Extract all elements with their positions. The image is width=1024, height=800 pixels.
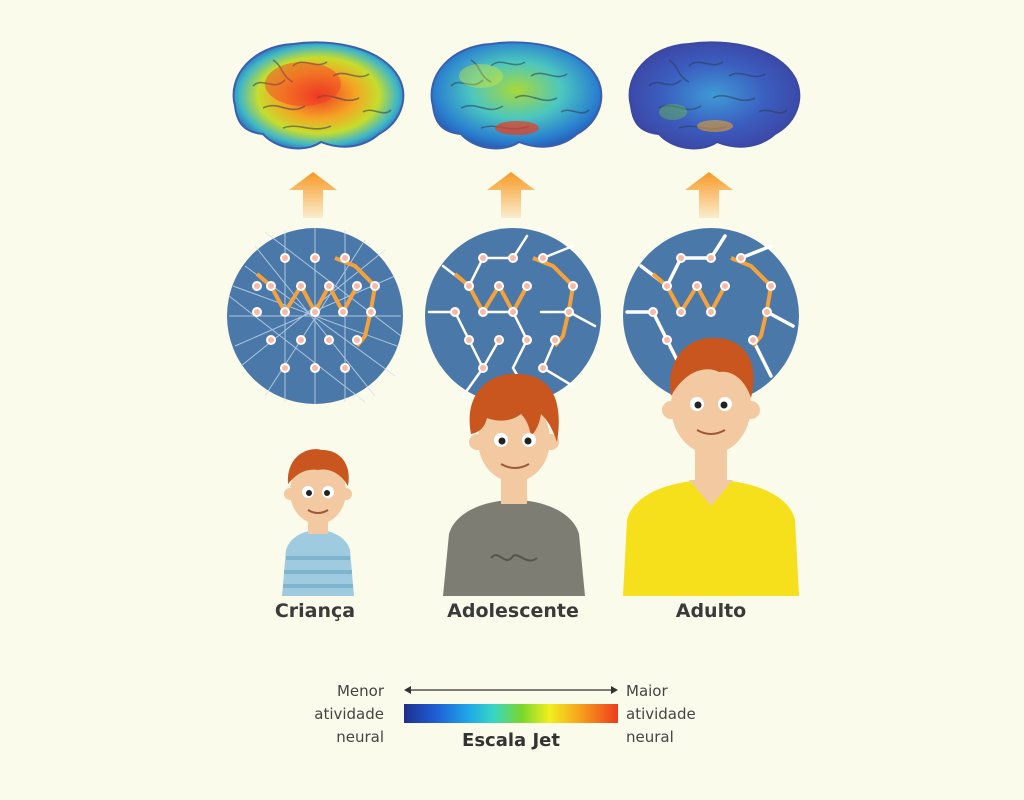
teen-figure bbox=[443, 373, 585, 596]
up-arrow-icon bbox=[487, 172, 535, 218]
stage-column-crianca: Criança bbox=[215, 0, 415, 640]
brain-child-high-activity bbox=[232, 41, 405, 150]
jet-scale-legend: Menor atividade neural Escala Jet Maior … bbox=[300, 670, 730, 770]
brain-teen-medium-activity bbox=[430, 41, 603, 150]
brain-adult-low-activity bbox=[628, 41, 801, 150]
jet-color-bar bbox=[404, 704, 618, 723]
scale-low-line: Menor bbox=[336, 682, 384, 700]
neural-network-child bbox=[227, 228, 403, 404]
stage-column-adulto: Adulto bbox=[611, 0, 811, 640]
stage-label: Adulto bbox=[675, 600, 747, 622]
scale-low-label: Menor atividade neural bbox=[300, 680, 384, 749]
stage-label: Criança bbox=[274, 600, 356, 622]
neural-network-teen bbox=[425, 228, 601, 404]
double-arrow-icon bbox=[404, 686, 618, 694]
up-arrow-icon bbox=[685, 172, 733, 218]
child-figure bbox=[282, 449, 354, 596]
scale-title: Escala Jet bbox=[462, 730, 560, 751]
up-arrow-icon bbox=[289, 172, 337, 218]
scale-low-line: atividade bbox=[314, 705, 384, 723]
scale-high-line: Maior bbox=[626, 682, 668, 700]
adult-figure bbox=[623, 337, 799, 596]
stage-column-adolescente: Adolescente bbox=[413, 0, 613, 640]
scale-high-line: neural bbox=[626, 728, 674, 746]
neural-network-adult bbox=[623, 228, 799, 404]
stage-label: Adolescente bbox=[447, 600, 579, 622]
scale-high-line: atividade bbox=[626, 705, 696, 723]
scale-high-label: Maior atividade neural bbox=[626, 680, 726, 749]
scale-low-line: neural bbox=[336, 728, 384, 746]
